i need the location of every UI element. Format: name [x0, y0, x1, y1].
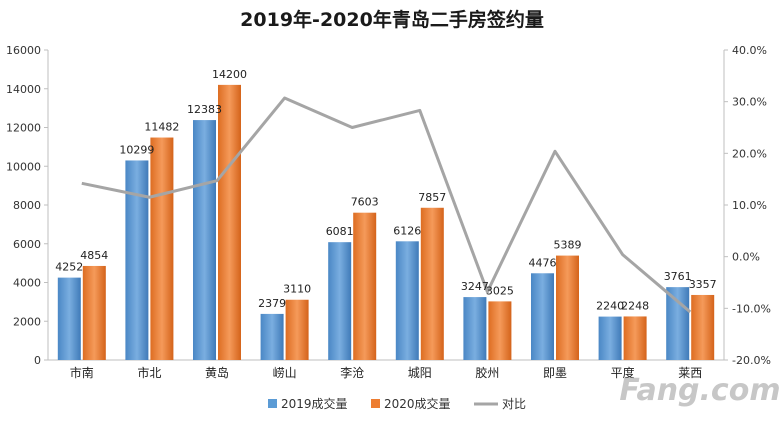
y-tick-label: 8000: [13, 199, 41, 212]
bar-value-label: 4476: [529, 256, 557, 269]
x-tick-label: 即墨: [543, 366, 567, 380]
x-tick-label: 黄岛: [205, 365, 229, 380]
y2-tick-label: 0.0%: [732, 251, 760, 264]
legend-swatch: [371, 399, 380, 408]
bar-value-label: 2379: [258, 297, 286, 310]
bar-value-label: 2240: [596, 300, 624, 313]
bar-value-label: 4252: [55, 261, 83, 274]
bar: [82, 265, 106, 360]
bar: [488, 301, 512, 360]
bar: [623, 316, 647, 360]
legend-entry: 2020成交量: [371, 396, 451, 411]
bar: [328, 242, 352, 360]
y2-tick-label: 30.0%: [732, 96, 767, 109]
bar-value-label: 14200: [212, 68, 247, 81]
x-tick-label: 市北: [137, 365, 161, 380]
bar: [193, 120, 216, 360]
x-tick-label: 平度: [611, 365, 635, 380]
legend: 2019成交量 2020成交量 对比: [268, 396, 526, 411]
data-labels: 4252 10299 12383 2379 6081 6126 3247 4476 2240 37…: [55, 68, 716, 313]
legend-label: 2019成交量: [281, 396, 348, 411]
bar-series: [57, 84, 715, 360]
x-tick-label: 崂山: [273, 366, 297, 380]
x-tick-label: 城阳: [408, 366, 432, 380]
bar-value-label: 3761: [664, 270, 692, 283]
bar-value-label: 3025: [486, 284, 514, 297]
x-tick-label: 莱西: [678, 366, 702, 380]
bar-value-label: 7603: [351, 196, 379, 209]
bar-value-label: 4854: [80, 249, 108, 262]
y2-tick-label: 40.0%: [732, 44, 767, 57]
bar: [260, 313, 284, 360]
bar-value-label: 3357: [689, 278, 717, 291]
bar-value-label: 10299: [119, 143, 154, 156]
y-tick-label: 14000: [6, 83, 41, 96]
y-tick-label: 0: [34, 354, 41, 367]
bar-value-label: 12383: [187, 103, 222, 116]
y-tick-label: 16000: [6, 44, 41, 57]
y2-tick-label: 20.0%: [732, 147, 767, 160]
legend-entry: 对比: [474, 397, 526, 411]
bar: [125, 160, 149, 360]
bar: [556, 255, 579, 360]
bar-value-label: 6081: [326, 225, 354, 238]
x-tick-label: 市南: [70, 365, 94, 380]
bar: [57, 277, 81, 360]
legend-swatch: [268, 399, 277, 408]
bar-value-label: 7857: [418, 191, 446, 204]
x-tick-label: 胶州: [475, 365, 499, 380]
y-tick-label: 10000: [6, 160, 41, 173]
bar-value-label: 11482: [144, 121, 179, 134]
y2-tick-label: 10.0%: [732, 199, 767, 212]
line-series: [81, 96, 692, 314]
bar: [218, 84, 241, 360]
legend-entry: 2019成交量: [268, 396, 348, 411]
bar: [598, 316, 622, 360]
watermark: Fang.com: [619, 373, 780, 408]
x-tick-label: 李沧: [340, 365, 364, 380]
bar: [691, 294, 715, 360]
chart-title: 2019年-2020年青岛二手房签约量: [240, 8, 544, 31]
bar: [531, 273, 554, 360]
y-tick-label: 4000: [13, 277, 41, 290]
y2-tick-label: -20.0%: [732, 354, 771, 367]
axes: 0 2000 4000 6000 8000 10000 12000 14000 16000 -20…: [6, 44, 771, 380]
bar-value-label: 5389: [554, 239, 582, 252]
bar: [353, 212, 377, 360]
bar-value-label: 3110: [283, 283, 311, 296]
bar-value-label: 3247: [461, 280, 489, 293]
bar: [285, 299, 309, 360]
y-tick-label: 2000: [13, 315, 41, 328]
bar-value-label: 2248: [621, 299, 649, 312]
y-tick-label: 6000: [13, 238, 41, 251]
bar: [150, 137, 174, 360]
bar: [666, 287, 690, 360]
bar-value-label: 6126: [393, 224, 421, 237]
bar: [395, 241, 419, 360]
line-comparison: [81, 96, 692, 314]
y2-tick-label: -10.0%: [732, 302, 771, 315]
bar: [463, 297, 487, 360]
bar: [420, 207, 444, 360]
y-tick-label: 12000: [6, 122, 41, 135]
legend-label: 对比: [502, 397, 526, 411]
watermark-logo: Fang.com: [619, 373, 780, 408]
legend-label: 2020成交量: [384, 396, 451, 411]
